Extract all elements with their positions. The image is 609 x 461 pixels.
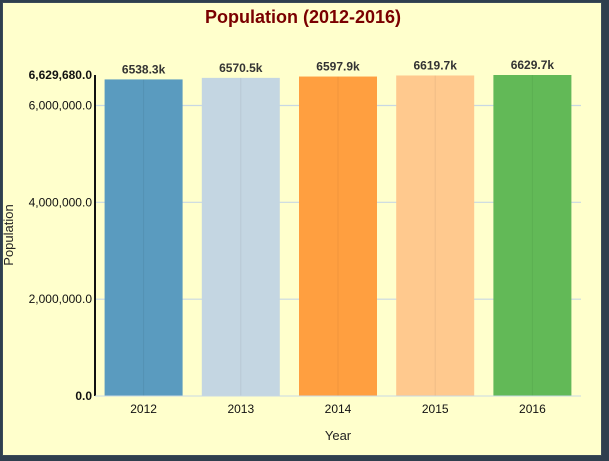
bar-chart: 6538.3k 2012 6570.5k 2013 6597.9k 2014 6619.7k… — [3, 58, 581, 443]
y-tick-label: 0.0 — [75, 389, 92, 403]
data-label: 6538.3k — [122, 62, 166, 76]
data-label: 6570.5k — [219, 61, 263, 75]
bar — [299, 76, 377, 396]
data-label: 6629.7k — [511, 58, 555, 72]
y-tick-label: 6,629,680.0 — [29, 68, 93, 82]
bar — [104, 79, 183, 396]
bar — [493, 75, 572, 396]
data-label: 6597.9k — [316, 60, 360, 74]
x-tick-label: 2015 — [422, 402, 449, 416]
bar — [396, 75, 475, 396]
data-label: 6619.7k — [414, 58, 458, 72]
x-tick-label: 2016 — [519, 402, 546, 416]
chart-title: Population (2012-2016) — [204, 7, 402, 27]
x-tick-label: 2012 — [130, 402, 157, 416]
x-tick-label: 2013 — [227, 402, 254, 416]
y-tick-label: 6,000,000.0 — [29, 98, 93, 112]
bar — [201, 77, 280, 396]
chart-panel: Population (2012-2016) 6538.3k 2012 6570.5… — [2, 2, 602, 456]
x-axis-title: Year — [325, 428, 352, 443]
y-axis-title: Population — [3, 204, 16, 265]
x-tick-label: 2014 — [325, 402, 352, 416]
y-tick-label: 2,000,000.0 — [29, 292, 93, 306]
y-tick-label: 4,000,000.0 — [29, 195, 93, 209]
